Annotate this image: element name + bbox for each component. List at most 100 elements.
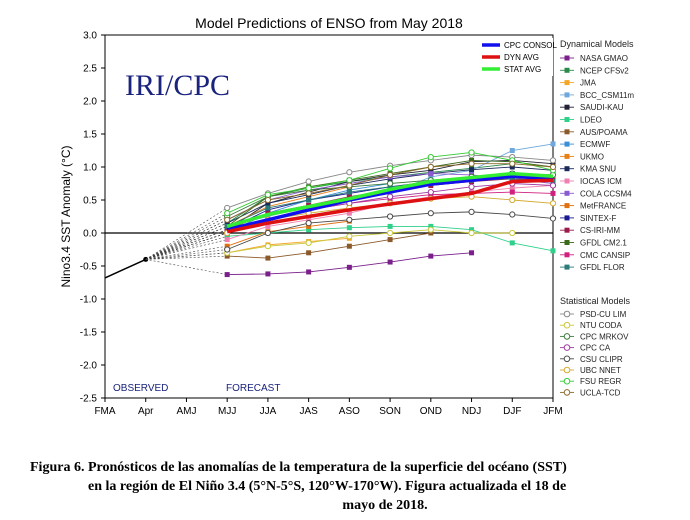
series-marker — [468, 149, 475, 156]
series-marker — [428, 167, 434, 173]
dyn-legend-swatch — [564, 117, 570, 122]
series-marker — [509, 176, 515, 182]
series-marker — [428, 174, 434, 180]
series-marker — [428, 223, 434, 229]
y-tick-label: 1.5 — [83, 130, 97, 141]
series-marker — [305, 178, 312, 185]
dyn-legend-swatch — [564, 227, 570, 233]
series-line-metfrance — [227, 220, 350, 247]
dyn-legend-swatch — [564, 129, 570, 135]
dyn-legend-label: NASA GMAO — [580, 54, 628, 63]
series-marker — [224, 216, 231, 223]
stat-legend-swatch — [563, 333, 571, 340]
series-marker — [306, 250, 312, 256]
series-marker — [224, 243, 230, 249]
x-tick-label: Apr — [138, 406, 154, 417]
series-marker — [346, 194, 352, 200]
connector-line — [145, 245, 228, 260]
dyn-legend-label: MetFRANCE — [580, 202, 626, 211]
series-marker — [427, 210, 434, 217]
observed-label: OBSERVED — [113, 383, 168, 394]
dyn-legend-swatch — [564, 203, 570, 209]
series-marker — [224, 272, 230, 278]
series-marker — [306, 197, 312, 203]
series-marker — [346, 169, 353, 176]
connector-line — [145, 229, 228, 260]
dyn-legend-label: UKMO — [580, 152, 604, 161]
stat-legend-swatch — [563, 355, 571, 363]
connector-line — [145, 259, 228, 275]
y-tick-label: 0.5 — [83, 196, 97, 207]
dyn-legend-swatch — [564, 153, 570, 159]
stat-legend-label: CSU CLIPR — [580, 355, 623, 364]
series-marker — [386, 171, 394, 179]
series-marker — [550, 190, 556, 196]
dyn-legend-label: CS-IRI-MM — [580, 226, 620, 235]
series-marker — [387, 259, 393, 265]
dyn-legend-label: NCEP CFSv2 — [580, 66, 629, 75]
forecast-label: FORECAST — [226, 383, 280, 394]
y-tick-label: -2.5 — [80, 394, 98, 405]
series-marker — [265, 223, 271, 229]
series-marker — [509, 185, 515, 191]
series-marker — [264, 196, 272, 204]
dyn-legend-label: ECMWF — [580, 140, 610, 149]
stat-legend-label: UBC NNET — [580, 366, 621, 375]
series-line-aus-poama — [227, 232, 431, 259]
stat-legend-label: CPC CA — [580, 344, 611, 353]
series-marker — [427, 163, 434, 171]
series-marker — [265, 205, 271, 211]
dyn-legend-label: GFDL CM2.1 — [580, 239, 627, 248]
dyn-legend-swatch — [564, 104, 570, 110]
series-marker — [509, 160, 516, 167]
x-tick-label: DJF — [503, 406, 521, 417]
series-marker — [468, 160, 475, 167]
series-marker — [305, 220, 312, 227]
connector-line — [145, 207, 228, 260]
x-tick-label: SON — [379, 406, 401, 417]
series-marker — [549, 200, 557, 207]
series-marker — [224, 210, 231, 217]
series-marker — [428, 230, 434, 236]
y-tick-label: 2.0 — [83, 97, 97, 108]
series-marker — [509, 148, 515, 153]
series-marker — [549, 163, 557, 171]
x-tick-label: JAS — [299, 406, 318, 417]
series-marker — [346, 210, 352, 216]
dyn-legend-swatch — [564, 178, 570, 184]
y-tick-label: 2.5 — [83, 64, 97, 75]
series-marker — [265, 200, 271, 206]
series-marker — [305, 239, 312, 246]
series-marker — [306, 269, 312, 275]
enso-chart-svg: Model Predictions of ENSO from May 2018 -… — [59, 15, 634, 417]
series-marker — [386, 180, 394, 187]
x-tick-label: OND — [420, 406, 442, 417]
series-marker — [386, 193, 394, 200]
caption-line-3: mayo de 2018. — [342, 498, 428, 513]
series-marker — [265, 255, 271, 261]
series-marker — [346, 233, 353, 240]
connector-line — [145, 219, 228, 260]
y-axis-label: Nino3.4 SST Anomaly (°C) — [59, 146, 73, 288]
connector-line — [145, 216, 228, 260]
connector-line — [145, 255, 228, 260]
stat-legend-swatch — [563, 310, 571, 318]
watermark-text: IRI/CPC — [125, 69, 230, 102]
connector-line — [145, 222, 228, 260]
series-marker — [469, 157, 475, 163]
dyn-legend-swatch — [564, 215, 570, 221]
series-marker — [509, 211, 516, 218]
series-marker — [550, 248, 556, 254]
dyn-legend-label: IOCAS ICM — [580, 177, 622, 186]
caption-line-2: en la región de El Niño 3.4 (5°N-5°S, 12… — [88, 479, 567, 494]
series-marker — [264, 191, 272, 198]
series-marker — [469, 227, 475, 233]
series-marker — [224, 246, 231, 253]
cpc-legend-label: CPC CONSOL — [504, 41, 557, 50]
series-marker — [427, 226, 434, 233]
dyn-legend-swatch — [564, 166, 570, 172]
average-line-dyn-avg — [226, 178, 554, 234]
dyn-legend-label: GFDL FLOR — [580, 263, 625, 272]
stat-legend-swatch — [563, 344, 571, 351]
series-marker — [509, 189, 515, 195]
